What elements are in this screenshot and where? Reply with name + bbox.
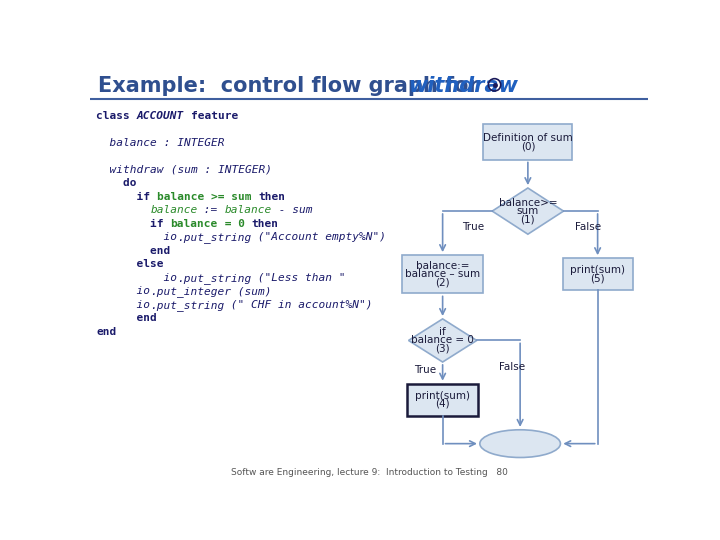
Text: balance: balance (171, 219, 217, 229)
Text: (sum): (sum) (231, 286, 271, 296)
Polygon shape (492, 188, 564, 234)
Text: = 0: = 0 (217, 219, 251, 229)
Text: False: False (575, 221, 601, 232)
Text: do: do (96, 178, 137, 188)
Text: io: io (96, 300, 150, 309)
Text: Softw are Engineering, lecture 9:  Introduction to Testing   80: Softw are Engineering, lecture 9: Introd… (230, 468, 508, 477)
Text: Example:  control flow graph for: Example: control flow graph for (98, 76, 486, 96)
Text: : INTEGER: : INTEGER (157, 138, 225, 148)
Text: balance: balance (225, 205, 271, 215)
Text: then: then (258, 192, 285, 202)
Text: print(sum): print(sum) (415, 390, 470, 401)
Text: (1): (1) (521, 214, 535, 225)
Ellipse shape (480, 430, 560, 457)
Text: end: end (96, 246, 171, 256)
Text: then: then (251, 219, 279, 229)
Text: balance = 0: balance = 0 (411, 335, 474, 346)
Text: end: end (96, 313, 157, 323)
Text: balance: balance (96, 138, 157, 148)
Text: if: if (96, 219, 171, 229)
Text: else: else (96, 259, 163, 269)
Text: - sum: - sum (271, 205, 312, 215)
Text: balance:=: balance:= (416, 261, 469, 271)
Text: withdraw: withdraw (408, 76, 518, 96)
Text: class: class (96, 111, 137, 121)
Text: print(sum): print(sum) (570, 265, 625, 275)
Text: end: end (96, 327, 117, 336)
Text: (0): (0) (521, 141, 535, 151)
Text: io: io (96, 232, 177, 242)
Text: io: io (96, 286, 150, 296)
Text: (" CHF in account%N"): (" CHF in account%N") (225, 300, 373, 309)
Text: (5): (5) (590, 273, 605, 284)
Text: (sum : INTEGER): (sum : INTEGER) (163, 165, 271, 175)
Text: (2): (2) (436, 278, 450, 288)
Text: io: io (96, 273, 177, 283)
Text: :=: := (197, 205, 225, 215)
Text: if: if (439, 327, 446, 337)
FancyBboxPatch shape (407, 383, 478, 416)
Text: .put_string: .put_string (150, 300, 225, 310)
Text: False: False (498, 362, 525, 373)
Text: (3): (3) (436, 344, 450, 354)
Text: .put_string: .put_string (177, 232, 251, 243)
Text: balance >= sum: balance >= sum (157, 192, 258, 202)
Text: (4): (4) (436, 399, 450, 409)
Text: ("Less than ": ("Less than " (251, 273, 346, 283)
Text: sum: sum (517, 206, 539, 216)
Polygon shape (408, 319, 477, 362)
Text: withdraw: withdraw (96, 165, 163, 175)
Text: ("Account empty%N"): ("Account empty%N") (251, 232, 387, 242)
Text: if: if (96, 192, 157, 202)
Text: feature: feature (191, 111, 238, 121)
Text: balance – sum: balance – sum (405, 269, 480, 279)
Text: balance: balance (150, 205, 197, 215)
Text: .put_string: .put_string (177, 273, 251, 284)
Text: balance>=: balance>= (498, 198, 557, 207)
Text: Definition of sum: Definition of sum (483, 132, 572, 143)
Text: True: True (415, 364, 436, 375)
Text: .put_integer: .put_integer (150, 286, 231, 297)
FancyBboxPatch shape (563, 258, 632, 291)
Text: True: True (462, 221, 484, 232)
FancyBboxPatch shape (483, 124, 572, 159)
FancyBboxPatch shape (402, 255, 483, 294)
Text: ACCOUNT: ACCOUNT (137, 111, 191, 121)
